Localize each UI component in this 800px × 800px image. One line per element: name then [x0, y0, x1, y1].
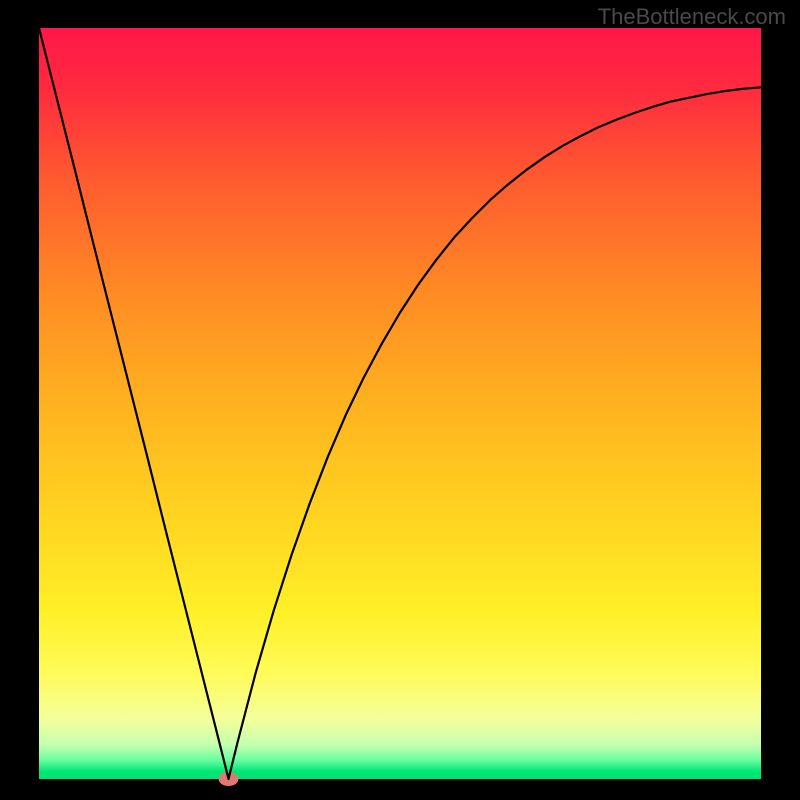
- watermark-text: TheBottleneck.com: [598, 4, 786, 30]
- bottleneck-chart: [0, 0, 800, 800]
- chart-background: [39, 28, 761, 779]
- chart-border-bottom: [0, 779, 800, 800]
- chart-border-right: [761, 0, 800, 800]
- chart-border-left: [0, 0, 39, 800]
- chart-container: TheBottleneck.com: [0, 0, 800, 800]
